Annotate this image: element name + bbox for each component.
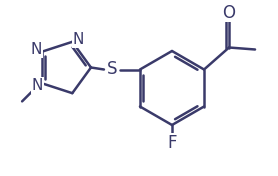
Text: N: N	[30, 42, 42, 57]
Text: F: F	[167, 134, 177, 152]
Text: O: O	[223, 4, 235, 21]
Text: N: N	[31, 78, 43, 93]
Text: S: S	[107, 61, 117, 78]
Text: N: N	[73, 32, 84, 47]
